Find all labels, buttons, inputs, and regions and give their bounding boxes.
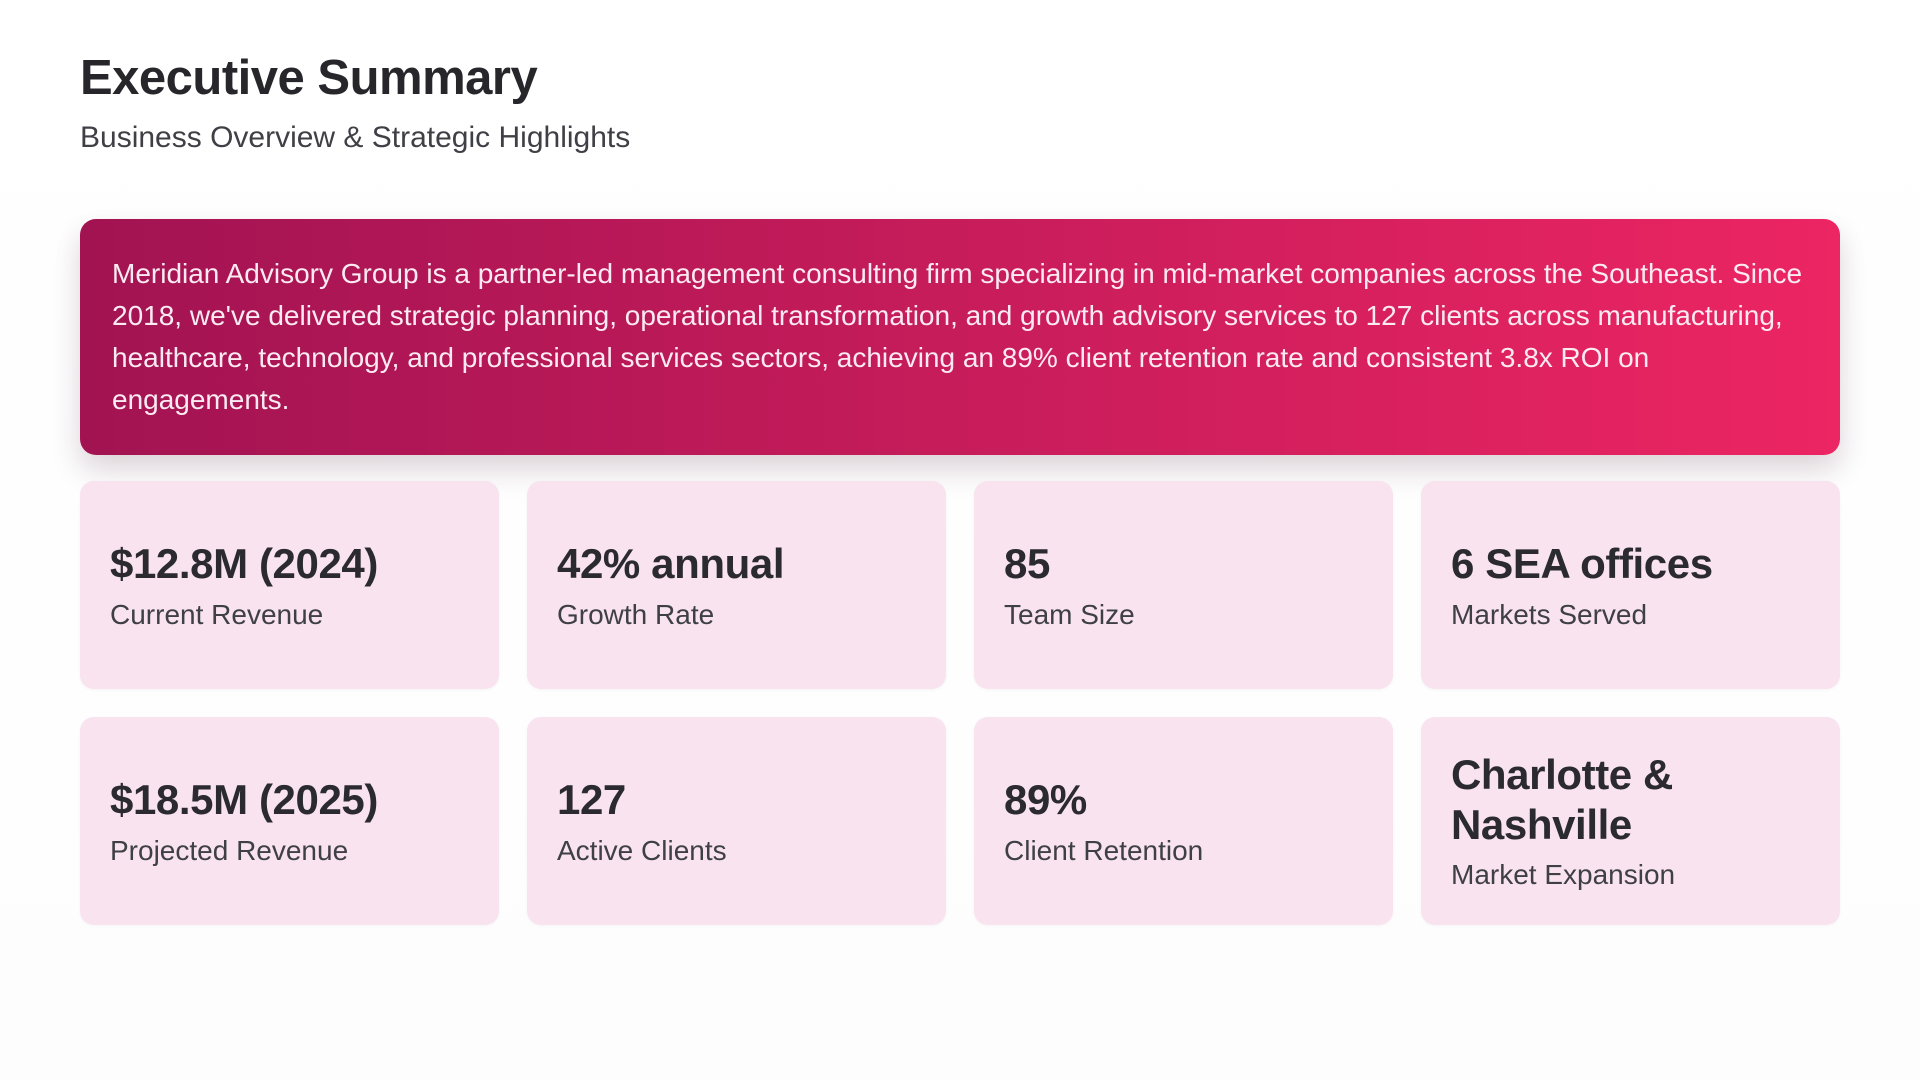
stat-card: 6 SEA offices Markets Served bbox=[1421, 481, 1840, 690]
stat-value: $12.8M (2024) bbox=[110, 540, 378, 588]
summary-banner-text: Meridian Advisory Group is a partner-led… bbox=[112, 258, 1803, 416]
stat-card: 127 Active Clients bbox=[527, 717, 946, 926]
stat-card: 89% Client Retention bbox=[974, 717, 1393, 926]
stat-label: Current Revenue bbox=[110, 598, 324, 630]
stat-label: Market Expansion bbox=[1451, 859, 1676, 891]
stat-label: Growth Rate bbox=[557, 598, 715, 630]
stat-label: Team Size bbox=[1004, 598, 1135, 630]
stat-value: 6 SEA offices bbox=[1451, 540, 1713, 588]
stat-value: $18.5M (2025) bbox=[110, 776, 378, 824]
stat-value: Charlotte & Nashville bbox=[1451, 751, 1673, 848]
stat-card: 85 Team Size bbox=[974, 481, 1393, 690]
page-title: Executive Summary bbox=[80, 51, 538, 105]
stat-label: Client Retention bbox=[1004, 834, 1204, 866]
stat-card: $12.8M (2024) Current Revenue bbox=[80, 481, 499, 690]
stat-card: $18.5M (2025) Projected Revenue bbox=[80, 717, 499, 926]
summary-banner: Meridian Advisory Group is a partner-led… bbox=[80, 219, 1840, 456]
stat-card: 42% annual Growth Rate bbox=[527, 481, 946, 690]
stat-label: Active Clients bbox=[557, 834, 727, 866]
stat-label: Projected Revenue bbox=[110, 834, 349, 866]
stat-card: Charlotte & Nashville Market Expansion bbox=[1421, 717, 1840, 926]
slide-header: Executive Summary Business Overview & St… bbox=[80, 50, 1840, 157]
page-subtitle: Business Overview & Strategic Highlights bbox=[80, 121, 631, 155]
stats-grid: $12.8M (2024) Current Revenue 42% annual Gr… bbox=[80, 481, 1840, 926]
stat-value: 42% annual bbox=[557, 540, 785, 588]
stat-label: Markets Served bbox=[1451, 598, 1648, 630]
stat-value: 127 bbox=[557, 776, 626, 824]
stat-value: 85 bbox=[1004, 540, 1050, 588]
stat-value: 89% bbox=[1004, 776, 1087, 824]
